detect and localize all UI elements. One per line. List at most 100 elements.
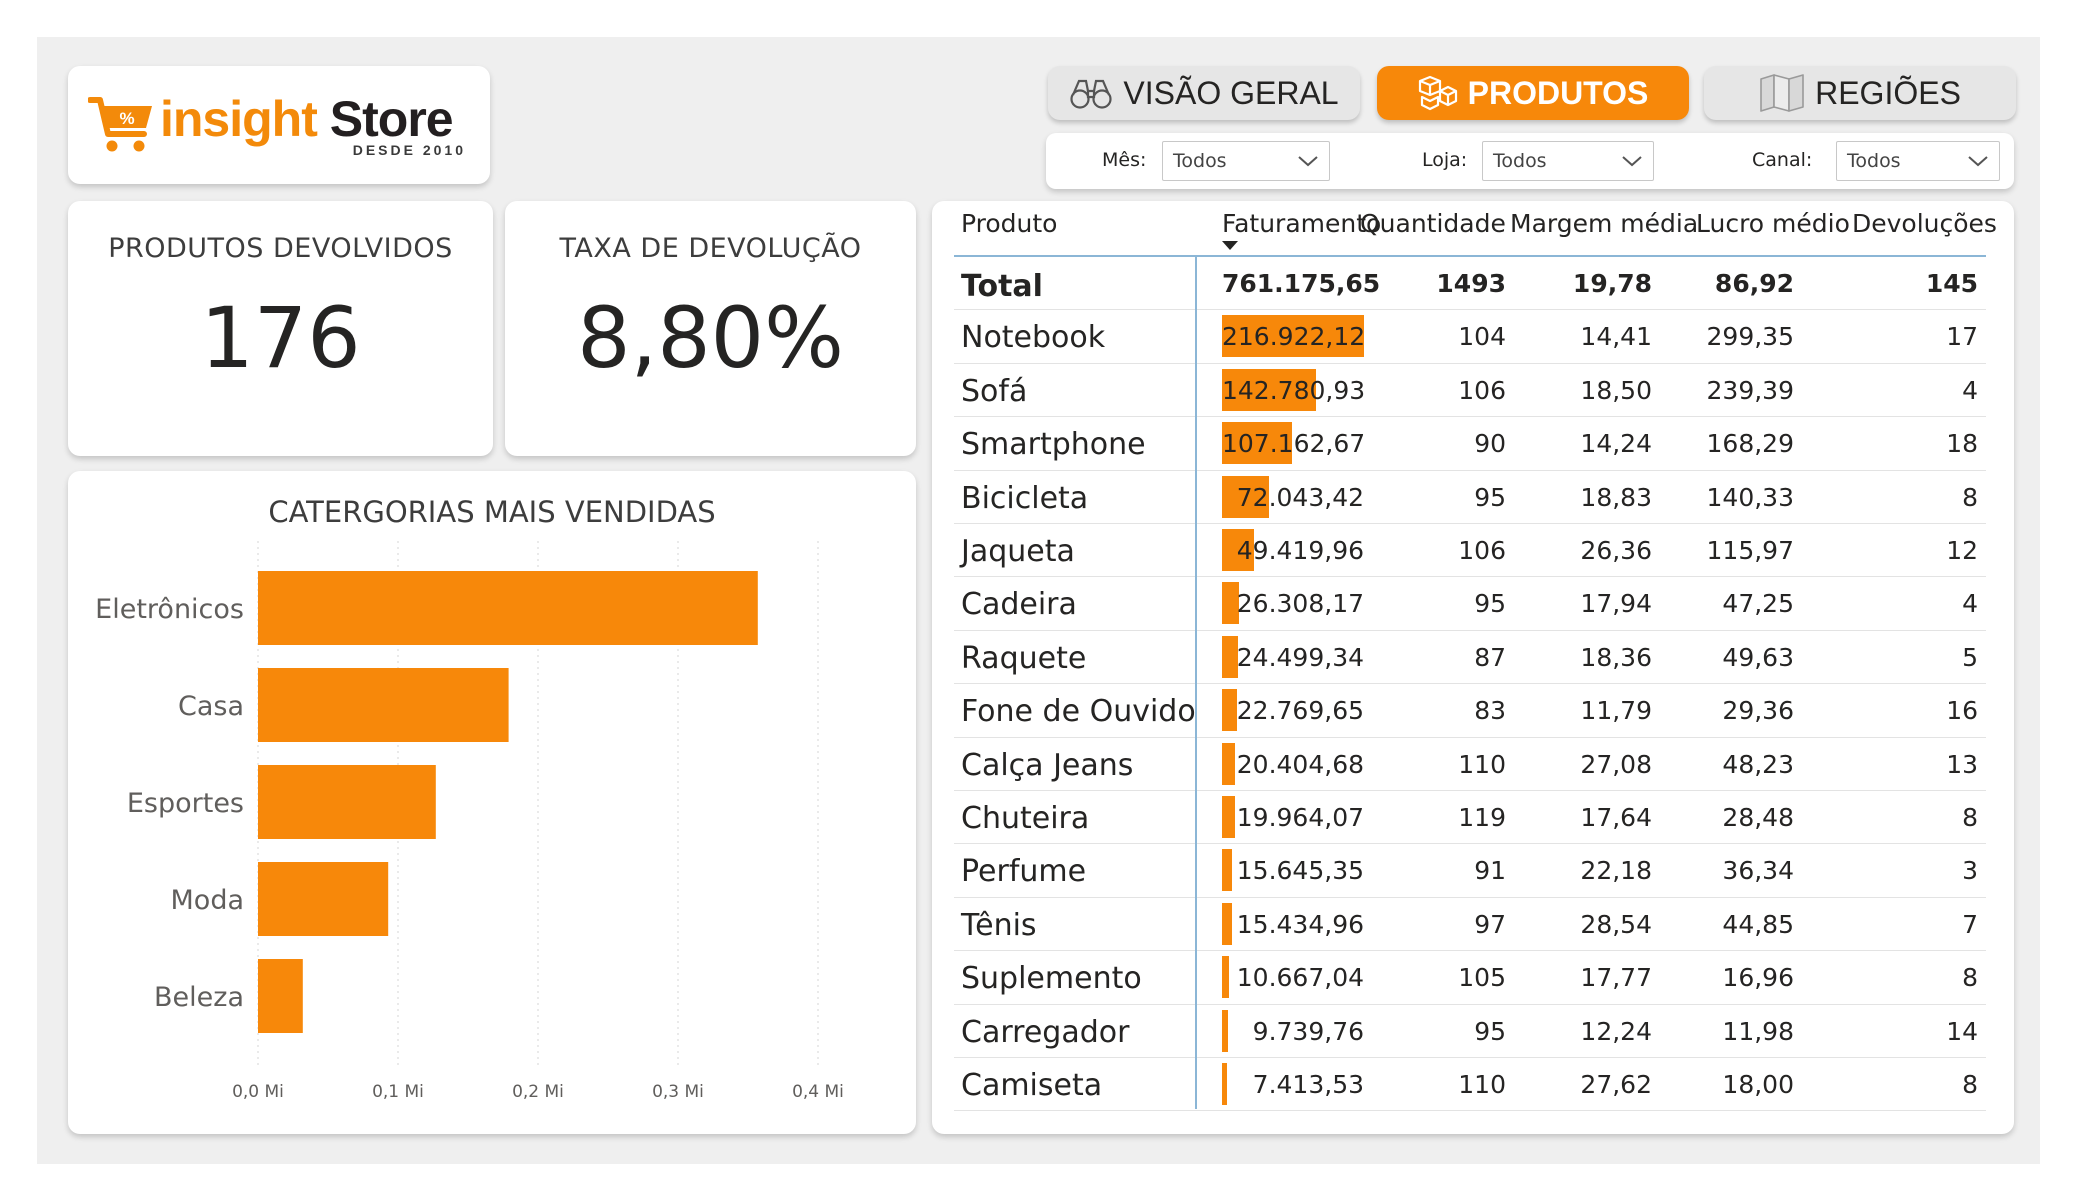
table-row[interactable]: Suplemento 10.667,04 105 17,77 16,96 8 (954, 951, 1986, 1005)
devolucoes-value: 14 (1946, 1016, 1978, 1046)
total-margem: 19,78 (1572, 269, 1652, 298)
quantidade-value: 91 (1474, 856, 1506, 886)
produto-name: Bicicleta (961, 480, 1089, 516)
quantidade-value: 95 (1474, 589, 1506, 619)
tab-regioes[interactable]: REGIÕES (1704, 66, 2016, 120)
faturamento-bar (1222, 529, 1255, 571)
faturamento-value: 72.043,42 (1236, 482, 1364, 512)
binoculars-icon (1069, 76, 1113, 110)
filter-mes-select[interactable]: Todos (1162, 141, 1330, 181)
quantidade-value: 95 (1474, 1016, 1506, 1046)
logo-card: % insight Store DESDE 2010 (68, 66, 490, 184)
filter-mes-label: Mês: (1102, 149, 1147, 171)
header-lucro[interactable]: Lucro médio (1696, 209, 1850, 238)
faturamento-value: 22.769,65 (1236, 696, 1364, 726)
margem-value: 11,79 (1580, 696, 1652, 726)
faturamento-bar (1222, 582, 1240, 625)
x-tick-label: 0,2 Mi (512, 1082, 564, 1102)
quantidade-value: 104 (1458, 322, 1506, 352)
margem-value: 26,36 (1580, 536, 1652, 565)
produto-name: Cadeira (961, 587, 1077, 623)
sort-desc-icon (1222, 241, 1238, 250)
faturamento-bar (1222, 1009, 1229, 1052)
tab-visao-geral[interactable]: VISÃO GERAL (1048, 66, 1360, 120)
devolucoes-value: 4 (1962, 375, 1978, 405)
quantidade-value: 119 (1458, 803, 1506, 832)
tab-produtos[interactable]: PRODUTOS (1377, 66, 1689, 120)
table-row[interactable]: Perfume 15.645,35 91 22,18 36,34 3 (954, 844, 1986, 898)
margem-value: 12,24 (1580, 1016, 1652, 1046)
brand-store: Store (329, 91, 454, 147)
produto-name: Smartphone (961, 427, 1146, 463)
margem-value: 22,18 (1580, 856, 1652, 886)
faturamento-value: 216.922,12 (1222, 322, 1366, 352)
header-margem[interactable]: Margem média (1510, 209, 1699, 238)
table-row[interactable]: Smartphone 107.162,67 90 14,24 168,29 18 (954, 417, 1986, 471)
produto-name: Perfume (961, 854, 1087, 890)
category-bar[interactable] (258, 765, 436, 839)
total-label: Total (961, 269, 1043, 304)
devolucoes-value: 12 (1946, 536, 1978, 565)
devolucoes-value: 8 (1962, 482, 1978, 512)
category-bar[interactable] (258, 959, 303, 1033)
quantidade-value: 106 (1458, 375, 1506, 405)
faturamento-value: 19.964,07 (1236, 803, 1364, 832)
cart-icon: % (87, 94, 156, 160)
faturamento-value: 24.499,34 (1236, 642, 1364, 672)
header-faturamento[interactable]: Faturamento (1222, 209, 1382, 238)
lucro-value: 168,29 (1706, 429, 1794, 459)
table-row[interactable]: Raquete 24.499,34 87 18,36 49,63 5 (954, 631, 1986, 685)
table-row[interactable]: Calça Jeans 20.404,68 110 27,08 48,23 13 (954, 738, 1986, 791)
table-row[interactable]: Camiseta 7.413,53 110 27,62 18,00 8 (954, 1058, 1986, 1112)
x-tick-label: 0,3 Mi (652, 1082, 704, 1102)
lucro-value: 44,85 (1722, 909, 1794, 939)
filter-canal-select[interactable]: Todos (1836, 141, 2000, 181)
kpi-produtos-devolvidos: PRODUTOS DEVOLVIDOS 176 (68, 201, 493, 456)
boxes-icon (1418, 75, 1458, 111)
devolucoes-value: 7 (1962, 909, 1978, 939)
category-bar[interactable] (258, 862, 389, 936)
header-quantidade[interactable]: Quantidade (1360, 209, 1506, 238)
filter-loja-label: Loja: (1422, 149, 1468, 171)
total-devolucoes: 145 (1925, 269, 1978, 298)
filter-loja-select[interactable]: Todos (1482, 141, 1654, 181)
header-produto[interactable]: Produto (961, 209, 1058, 238)
lucro-value: 28,48 (1722, 803, 1794, 832)
faturamento-bar (1222, 796, 1236, 838)
category-bar[interactable] (258, 668, 509, 742)
table-row[interactable]: Tênis 15.434,96 97 28,54 44,85 7 (954, 898, 1986, 952)
faturamento-bar (1222, 315, 1364, 358)
table-row[interactable]: Notebook 216.922,12 104 14,41 299,35 17 (954, 310, 1986, 364)
categorias-bar-chart: 0,0 Mi 0,1 Mi 0,2 Mi 0,3 Mi 0,4 Mi Eletrônico… (95, 541, 844, 1102)
devolucoes-value: 16 (1946, 696, 1978, 726)
lucro-value: 47,25 (1722, 589, 1794, 619)
margem-value: 17,77 (1580, 963, 1652, 993)
faturamento-value: 9.739,76 (1252, 1016, 1364, 1046)
x-tick-label: 0,1 Mi (372, 1082, 424, 1102)
table-row[interactable]: Jaqueta 49.419,96 106 26,36 115,97 12 (954, 524, 1986, 578)
table-row[interactable]: Fone de Ouvido 22.769,65 83 11,79 29,36 16 (954, 684, 1986, 738)
table-row[interactable]: Sofá 142.780,93 106 18,50 239,39 4 (954, 364, 1986, 418)
table-row[interactable]: Cadeira 26.308,17 95 17,94 47,25 4 (954, 577, 1986, 631)
faturamento-value: 15.434,96 (1236, 909, 1364, 939)
margem-value: 27,08 (1580, 749, 1652, 779)
header-devolucoes[interactable]: Devoluções (1852, 209, 1997, 238)
category-bar[interactable] (258, 571, 758, 645)
produto-name: Calça Jeans (961, 747, 1134, 783)
lucro-value: 49,63 (1722, 642, 1794, 672)
produto-name: Camiseta (961, 1068, 1103, 1103)
devolucoes-value: 8 (1962, 1070, 1978, 1099)
table-row[interactable]: Bicicleta 72.043,42 95 18,83 140,33 8 (954, 471, 1986, 524)
faturamento-bar (1222, 956, 1229, 999)
margem-value: 28,54 (1580, 909, 1652, 939)
kpi-value: 176 (200, 289, 361, 387)
table-row[interactable]: Chuteira 19.964,07 119 17,64 28,48 8 (954, 791, 1986, 845)
quantidade-value: 97 (1474, 909, 1506, 939)
category-label: Eletrônicos (95, 594, 244, 625)
faturamento-bar (1222, 475, 1270, 518)
margem-value: 14,24 (1580, 429, 1652, 459)
quantidade-value: 105 (1458, 963, 1506, 993)
total-lucro: 86,92 (1714, 269, 1794, 298)
table-row[interactable]: Carregador 9.739,76 95 12,24 11,98 14 (954, 1005, 1986, 1058)
total-quantidade: 1493 (1436, 269, 1506, 298)
